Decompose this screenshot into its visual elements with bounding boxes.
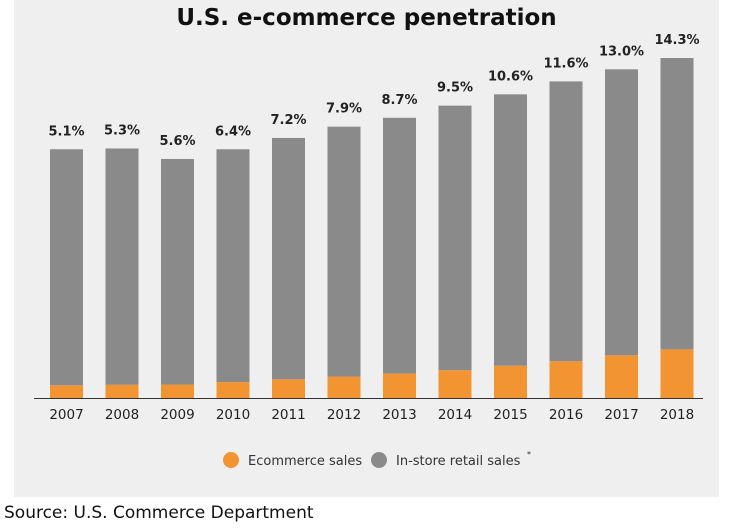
x-tick-label-2017: 2017: [604, 407, 638, 423]
instore-bar-2008: [105, 148, 139, 385]
x-tick-label-2010: 2010: [216, 407, 250, 423]
penetration-label-2008: 5.3%: [104, 123, 140, 138]
penetration-label-2014: 9.5%: [437, 81, 473, 96]
legend-label-ecommerce: Ecommerce sales: [248, 454, 362, 469]
instore-bar-2017: [605, 69, 638, 356]
penetration-label-2007: 5.1%: [48, 124, 84, 139]
x-tick-label-2015: 2015: [493, 407, 527, 423]
instore-bar-2009: [161, 158, 194, 385]
instore-bar-2011: [272, 137, 305, 380]
chart-title: U.S. e-commerce penetration: [176, 5, 557, 31]
instore-bar-2018: [660, 58, 694, 350]
ecommerce-bar-2013: [383, 373, 416, 398]
bars-group: [50, 58, 694, 398]
penetration-label-2009: 5.6%: [159, 134, 195, 149]
ecommerce-bar-2008: [105, 384, 139, 398]
x-tick-label-2009: 2009: [160, 407, 194, 423]
ecommerce-bar-2010: [216, 382, 250, 398]
legend-marker-ecommerce: [223, 452, 239, 468]
legend-label-instore: In-store retail sales: [396, 454, 521, 469]
penetration-label-2018: 14.3%: [654, 33, 699, 48]
legend-footnote-marker: *: [527, 450, 531, 459]
instore-bar-2015: [494, 94, 527, 366]
x-tick-label-2016: 2016: [549, 407, 583, 423]
legend-marker-instore: [371, 452, 387, 468]
ecommerce-bar-2007: [50, 385, 83, 398]
ecommerce-bar-2018: [660, 349, 694, 398]
penetration-label-2010: 6.4%: [215, 124, 251, 139]
x-tick-label-2012: 2012: [327, 407, 361, 423]
ecommerce-bar-2016: [549, 361, 583, 398]
instore-bar-2010: [216, 149, 250, 383]
ecommerce-bar-2009: [161, 384, 194, 398]
instore-bar-2016: [549, 81, 583, 362]
instore-bar-2007: [50, 149, 83, 386]
penetration-label-2013: 8.7%: [381, 93, 417, 108]
ecommerce-bar-2011: [272, 379, 305, 398]
penetration-label-2012: 7.9%: [326, 102, 362, 117]
ecommerce-bar-2015: [494, 365, 527, 398]
legend: Ecommerce sales In-store retail sales *: [223, 450, 531, 469]
penetration-label-2011: 7.2%: [270, 113, 306, 128]
penetration-label-2017: 13.0%: [599, 44, 644, 59]
x-tick-label-2013: 2013: [382, 407, 416, 423]
source-note: Source: U.S. Commerce Department: [4, 503, 314, 523]
x-tick-label-2011: 2011: [271, 407, 305, 423]
penetration-label-2015: 10.6%: [488, 69, 533, 84]
ecommerce-bar-2014: [438, 370, 472, 398]
instore-bar-2013: [383, 117, 416, 374]
instore-bar-2014: [438, 105, 472, 371]
x-tick-label-2018: 2018: [660, 407, 694, 423]
ecommerce-bar-2012: [327, 376, 361, 398]
x-tick-label-2008: 2008: [105, 407, 139, 423]
ecommerce-bar-2017: [605, 355, 638, 398]
penetration-label-2016: 11.6%: [543, 56, 588, 71]
labels-group: 5.1% 2007 5.3% 2008 5.6% 2009 6.4% 2010 7.2% 2011…: [48, 33, 699, 423]
x-tick-label-2014: 2014: [438, 407, 472, 423]
instore-bar-2012: [327, 126, 361, 377]
x-tick-label-2007: 2007: [49, 407, 83, 423]
